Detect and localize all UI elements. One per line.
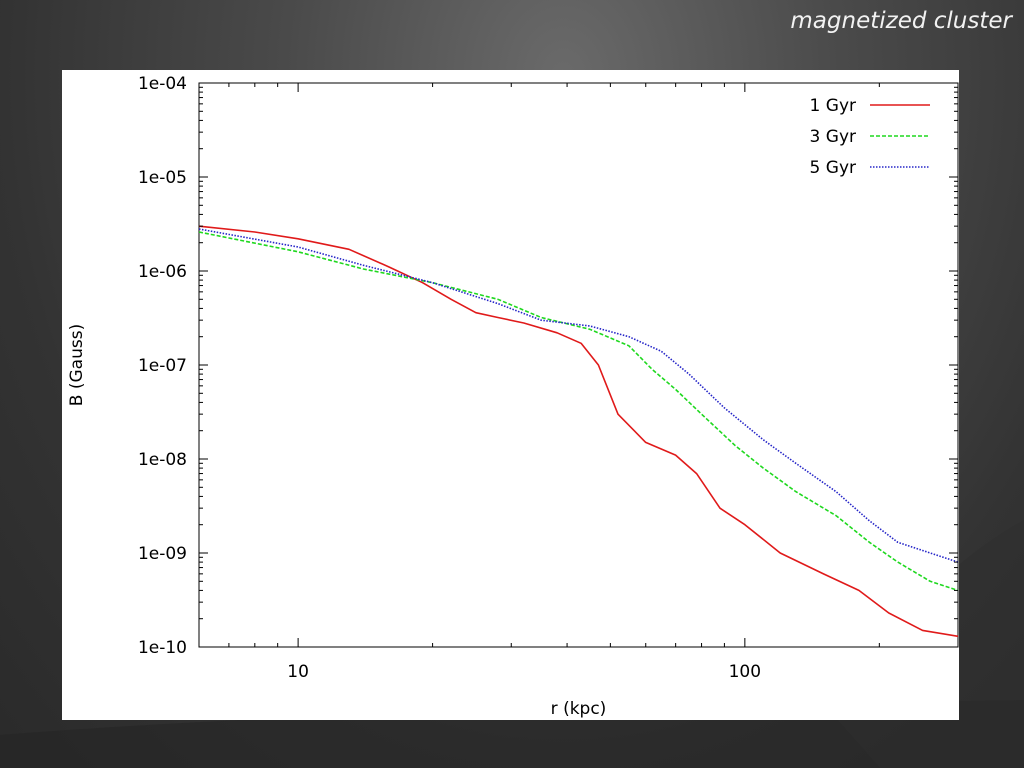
y-tick-label: 1e-06 xyxy=(138,262,187,282)
legend-label: 3 Gyr xyxy=(810,127,856,147)
x-axis-title: r (kpc) xyxy=(551,699,607,719)
chart-panel: 1e-04 1e-05 1e-06 1e-07 1e-08 1e-09 1e-10 10 100… xyxy=(62,70,959,720)
y-tick-label: 1e-05 xyxy=(138,168,187,188)
y-tick-label: 1e-10 xyxy=(138,638,187,658)
y-tick-label: 1e-07 xyxy=(138,356,187,376)
series-line-1 xyxy=(198,225,959,638)
y-tick-label: 1e-08 xyxy=(138,450,187,470)
y-tick-label: 1e-09 xyxy=(138,544,187,564)
x-tick-label: 100 xyxy=(729,662,761,682)
series-line-3 xyxy=(198,228,959,563)
slide-title: magnetized cluster xyxy=(790,8,1012,34)
legend-label: 5 Gyr xyxy=(810,158,856,178)
series-line-2 xyxy=(198,231,959,592)
x-tick-label: 10 xyxy=(287,662,309,682)
y-tick-label: 1e-04 xyxy=(138,74,187,94)
legend-label: 1 Gyr xyxy=(810,96,856,116)
y-axis-title: B (Gauss) xyxy=(67,324,87,406)
chart: 1e-04 1e-05 1e-06 1e-07 1e-08 1e-09 1e-10 10 100… xyxy=(67,74,959,719)
